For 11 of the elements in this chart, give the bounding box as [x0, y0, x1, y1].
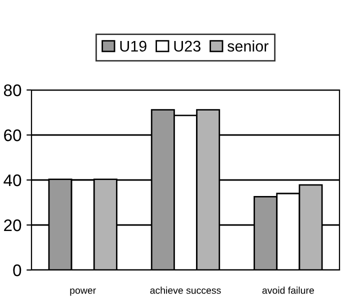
x-tick-label: achieve success — [150, 286, 221, 294]
legend-label: senior — [228, 40, 268, 52]
legend-label: U19 — [120, 40, 146, 52]
x-tick-label: power — [70, 288, 96, 296]
y-tick-label: 20 — [4, 219, 22, 232]
legend-label: U23 — [174, 40, 200, 52]
y-tick-label: 80 — [4, 84, 22, 96]
y-tick-label: 0 — [13, 264, 22, 276]
x-tick-label: avoid failure — [262, 286, 314, 294]
y-tick-label: 40 — [4, 174, 22, 186]
y-tick-label: 60 — [4, 129, 22, 142]
